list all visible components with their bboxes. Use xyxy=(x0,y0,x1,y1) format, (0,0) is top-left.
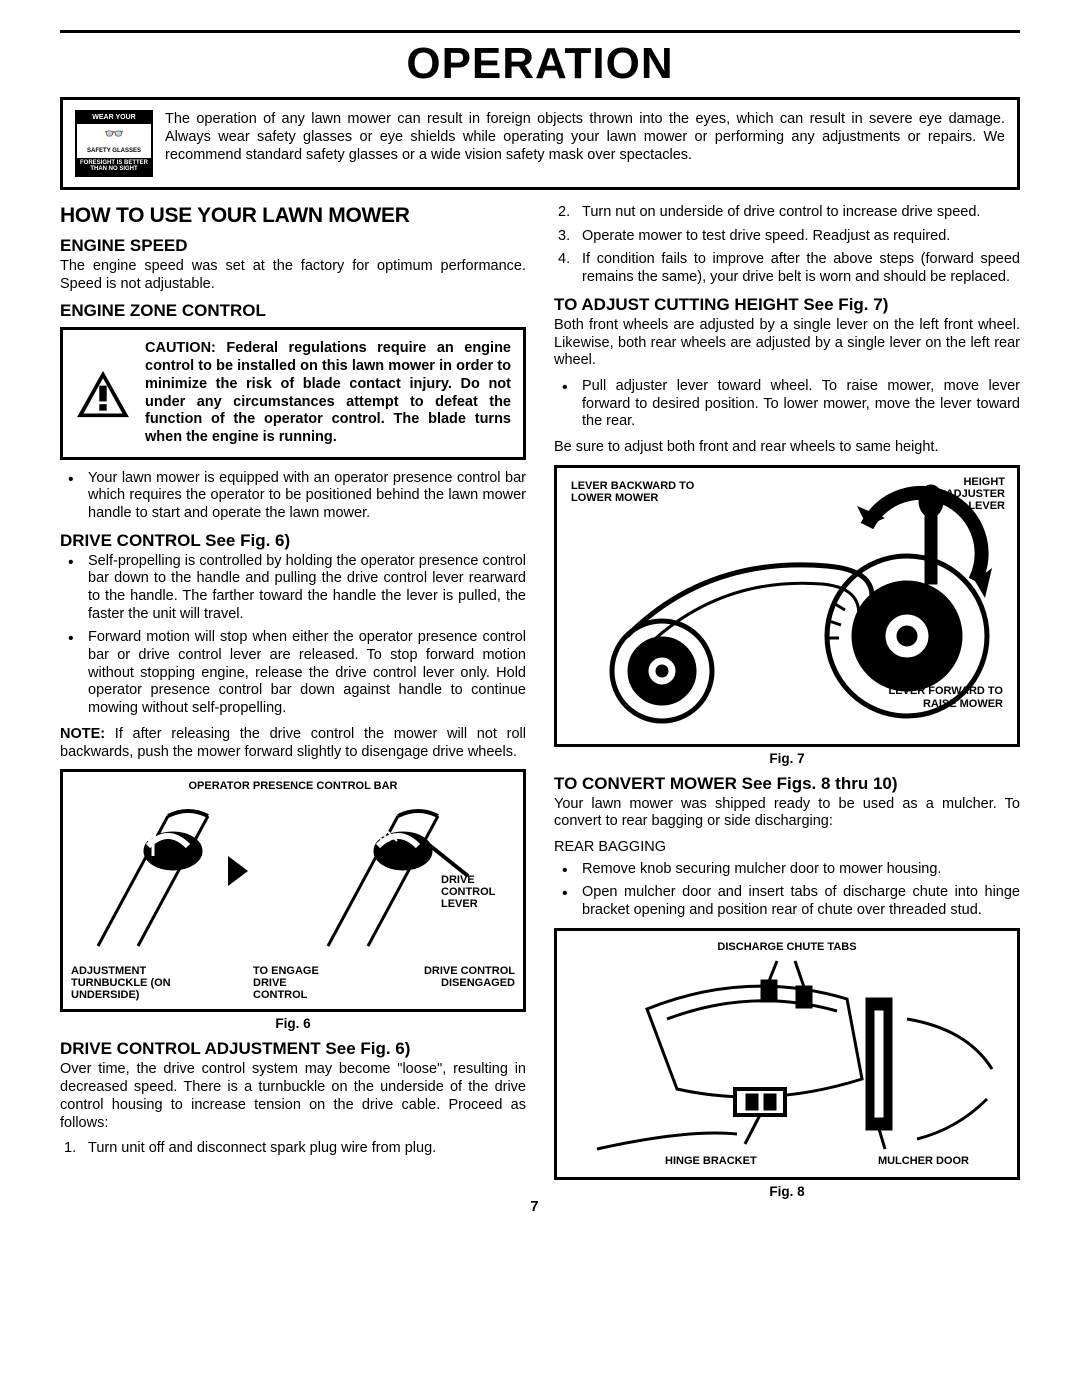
fig6-caption: Fig. 6 xyxy=(60,1016,526,1031)
heading-engine-speed: ENGINE SPEED xyxy=(60,236,526,256)
fig7-lower-label: LEVER BACKWARD TO LOWER MOWER xyxy=(571,480,711,504)
drive-note: NOTE: If after releasing the drive contr… xyxy=(60,726,526,761)
convert-text: Your lawn mower was shipped ready to be … xyxy=(554,796,1020,831)
rear-bagging-label: REAR BAGGING xyxy=(554,839,1020,857)
heading-drive-control: DRIVE CONTROL See Fig. 6) xyxy=(60,531,526,551)
fig7-lever-label: HEIGHT ADJUSTER LEVER xyxy=(927,476,1005,512)
drive-adj-text: Over time, the drive control system may … xyxy=(60,1061,526,1132)
drive-adj-step-1: Turn unit off and disconnect spark plug … xyxy=(60,1140,526,1158)
heading-engine-zone: ENGINE ZONE CONTROL xyxy=(60,301,526,321)
fig8-door-label: MULCHER DOOR xyxy=(878,1155,969,1167)
drive-adj-step-3: Operate mower to test drive speed. Readj… xyxy=(554,228,1020,246)
convert-bullet-2: Open mulcher door and insert tabs of dis… xyxy=(554,884,1020,919)
engine-zone-bullet: Your lawn mower is equipped with an oper… xyxy=(60,470,526,523)
cutting-height-text: Both front wheels are adjusted by a sing… xyxy=(554,317,1020,370)
badge-top: WEAR YOUR xyxy=(77,112,151,124)
fig8-tabs-label: DISCHARGE CHUTE TABS xyxy=(565,941,1009,953)
fig6-top-label: OPERATOR PRESENCE CONTROL BAR xyxy=(71,780,515,792)
drive-adj-step-4: If condition fails to improve after the … xyxy=(554,251,1020,286)
convert-bullet-1: Remove knob securing mulcher door to mow… xyxy=(554,861,1020,879)
top-rule xyxy=(60,30,1020,33)
engine-speed-text: The engine speed was set at the factory … xyxy=(60,258,526,293)
cutting-height-after: Be sure to adjust both front and rear wh… xyxy=(554,439,1020,457)
glasses-icon: 👓 xyxy=(77,124,151,146)
left-column: HOW TO USE YOUR LAWN MOWER ENGINE SPEED … xyxy=(60,204,526,1199)
fig8-diagram xyxy=(565,939,1009,1169)
warning-text: The operation of any lawn mower can resu… xyxy=(165,110,1005,164)
fig6-adj-label: ADJUSTMENT TURNBUCKLE (ON UNDERSIDE) xyxy=(71,965,181,1001)
caution-box: CAUTION: Federal regulations require an … xyxy=(60,327,526,459)
figure-6: OPERATOR PRESENCE CONTROL BAR xyxy=(60,769,526,1012)
badge-bot: FORESIGHT IS BETTER THAN NO SIGHT xyxy=(77,158,151,175)
safety-glasses-badge: WEAR YOUR 👓 SAFETY GLASSES FORESIGHT IS … xyxy=(75,110,153,177)
caution-text: CAUTION: Federal regulations require an … xyxy=(145,340,511,446)
fig7-raise-label: LEVER FORWARD TO RAISE MOWER xyxy=(863,685,1003,709)
right-column: Turn nut on underside of drive control t… xyxy=(554,204,1020,1199)
fig6-disengaged-label: DRIVE CONTROL DISENGAGED xyxy=(415,965,515,1001)
warning-triangle-icon xyxy=(75,369,131,419)
page-number: 7 xyxy=(530,1199,538,1215)
heading-how-to-use: HOW TO USE YOUR LAWN MOWER xyxy=(60,204,526,228)
heading-drive-adjust: DRIVE CONTROL ADJUSTMENT See Fig. 6) xyxy=(60,1039,526,1059)
drive-adj-step-2: Turn nut on underside of drive control t… xyxy=(554,204,1020,222)
badge-mid: SAFETY GLASSES xyxy=(77,145,151,158)
figure-7: LEVER BACKWARD TO LOWER MOWER HEIGHT ADJ… xyxy=(554,465,1020,747)
cutting-height-bullet: Pull adjuster lever toward wheel. To rai… xyxy=(554,378,1020,431)
fig8-caption: Fig. 8 xyxy=(554,1184,1020,1199)
page-title: OPERATION xyxy=(60,39,1020,89)
fig8-hinge-label: HINGE BRACKET xyxy=(665,1155,757,1167)
fig6-engage-label: TO ENGAGE DRIVE CONTROL xyxy=(253,965,343,1001)
drive-bullet-1: Self-propelling is controlled by holding… xyxy=(60,553,526,624)
heading-convert-mower: TO CONVERT MOWER See Figs. 8 thru 10) xyxy=(554,774,1020,794)
heading-cutting-height: TO ADJUST CUTTING HEIGHT See Fig. 7) xyxy=(554,295,1020,315)
fig6-lever-label: DRIVE CONTROL LEVER xyxy=(441,874,511,910)
drive-bullet-2: Forward motion will stop when either the… xyxy=(60,629,526,717)
figure-8: DISCHARGE CHUTE TABS HINGE BRACKET MULCH… xyxy=(554,928,1020,1180)
fig7-caption: Fig. 7 xyxy=(554,751,1020,766)
safety-warning-box: WEAR YOUR 👓 SAFETY GLASSES FORESIGHT IS … xyxy=(60,97,1020,190)
